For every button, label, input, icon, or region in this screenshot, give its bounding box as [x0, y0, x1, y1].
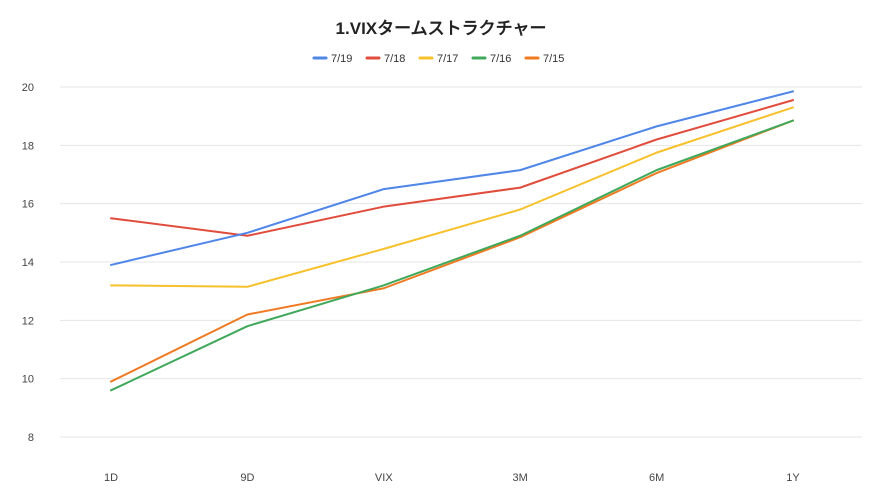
- legend-label: 7/15: [543, 53, 564, 65]
- legend-label: 7/17: [437, 53, 458, 65]
- y-tick-label: 12: [22, 315, 34, 327]
- y-tick-label: 10: [22, 374, 34, 386]
- legend-item[interactable]: 7/16: [471, 53, 511, 65]
- series-line-7-19: [110, 90, 794, 266]
- x-axis: 1D 9D VIX 3M 6M 1Y: [104, 472, 800, 484]
- y-tick-label: 20: [22, 82, 34, 94]
- x-tick-label: 1D: [104, 472, 118, 484]
- legend-label: 7/19: [331, 53, 352, 65]
- y-tick-label: 8: [28, 432, 34, 444]
- y-axis: 8 10 12 14 16 18 20: [22, 82, 34, 444]
- legend-item[interactable]: 7/15: [524, 53, 564, 65]
- y-tick-label: 18: [22, 140, 34, 152]
- chart-legend: 7/19 7/18 7/17 7/16 7/15: [312, 53, 564, 65]
- x-tick-label: 3M: [513, 472, 528, 484]
- legend-label: 7/18: [384, 53, 405, 65]
- legend-label: 7/16: [490, 53, 511, 65]
- y-tick-label: 16: [22, 199, 34, 211]
- legend-item[interactable]: 7/19: [312, 53, 352, 65]
- legend-item[interactable]: 7/17: [418, 53, 458, 65]
- series-line-7-18: [110, 99, 794, 237]
- x-tick-label: 1Y: [786, 472, 800, 484]
- chart-title: 1.VIXタームストラクチャー: [336, 19, 547, 38]
- y-tick-label: 14: [22, 257, 34, 269]
- x-tick-label: 9D: [240, 472, 254, 484]
- series-line-7-15: [110, 119, 794, 383]
- x-tick-label: 6M: [649, 472, 664, 484]
- series-line-7-16: [110, 119, 794, 392]
- series-line-7-17: [110, 106, 794, 288]
- legend-item[interactable]: 7/18: [365, 53, 405, 65]
- gridlines: [60, 86, 862, 438]
- series-lines: [110, 90, 794, 392]
- x-tick-label: VIX: [375, 472, 393, 484]
